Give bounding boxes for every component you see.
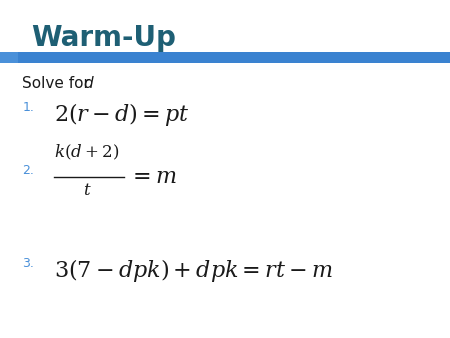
Text: 3.: 3. (22, 257, 34, 270)
Text: $= m$: $= m$ (128, 167, 177, 188)
Text: $2(r - d) = pt$: $2(r - d) = pt$ (54, 101, 190, 128)
Text: Warm-Up: Warm-Up (32, 24, 176, 52)
Text: Solve for: Solve for (22, 76, 95, 91)
Text: $3(7 - dpk) + dpk = rt - m$: $3(7 - dpk) + dpk = rt - m$ (54, 257, 333, 284)
Bar (0, 52, 18, 63)
Text: $k(d+2)$: $k(d+2)$ (54, 143, 119, 162)
Text: $t$: $t$ (83, 181, 92, 199)
Text: d: d (83, 76, 93, 91)
Bar (18, 52, 450, 63)
Text: 2.: 2. (22, 164, 34, 177)
Text: 1.: 1. (22, 101, 34, 114)
